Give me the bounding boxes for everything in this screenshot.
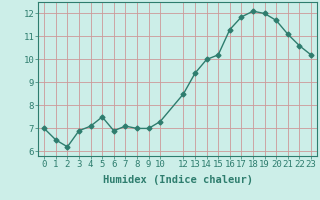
X-axis label: Humidex (Indice chaleur): Humidex (Indice chaleur)	[103, 175, 252, 185]
